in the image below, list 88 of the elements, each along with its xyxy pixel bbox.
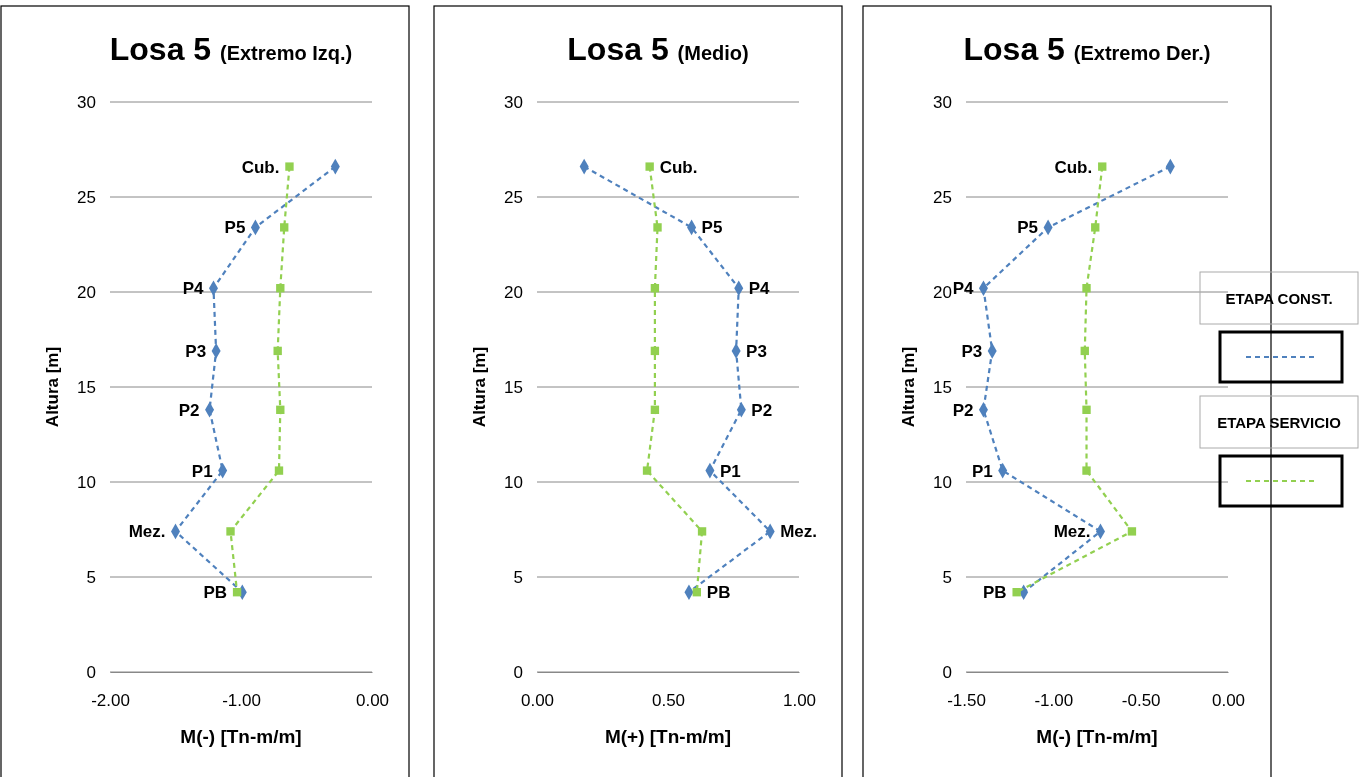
point bbox=[1127, 527, 1137, 536]
point bbox=[697, 527, 707, 536]
annotation: Cub. bbox=[659, 157, 698, 177]
y-tick-label: 30 bbox=[504, 92, 523, 112]
x-axis-title: M(-) [Tn-m/m] bbox=[1036, 726, 1158, 747]
point bbox=[1080, 346, 1089, 356]
annotation: Mez. bbox=[780, 522, 818, 542]
x-tick-label: 1.00 bbox=[782, 691, 817, 711]
x-tick-label: 0.50 bbox=[651, 691, 686, 711]
point bbox=[232, 588, 242, 597]
y-tick-label: 0 bbox=[942, 662, 952, 682]
chart-title: Losa 5 (Extremo Der.) bbox=[963, 31, 1211, 67]
chart-title: Losa 5 (Extremo Izq.) bbox=[109, 31, 353, 67]
annotation: Cub. bbox=[241, 157, 280, 177]
y-tick-label: 20 bbox=[933, 282, 952, 302]
y-tick-label: 10 bbox=[77, 472, 96, 492]
x-axis-title: M(+) [Tn-m/m] bbox=[604, 726, 732, 747]
annotation: PB bbox=[706, 583, 731, 603]
x-tick-label: -2.00 bbox=[91, 691, 130, 711]
point bbox=[276, 284, 285, 293]
point bbox=[276, 405, 285, 414]
annotation: P3 bbox=[746, 341, 767, 361]
point bbox=[650, 405, 660, 414]
y-axis-title: Altura [m] bbox=[43, 346, 62, 428]
y-tick-label: 25 bbox=[77, 187, 96, 207]
y-tick-label: 30 bbox=[77, 92, 96, 112]
y-axis-title: Altura [m] bbox=[470, 346, 489, 428]
y-tick-label: 15 bbox=[933, 377, 952, 397]
point bbox=[1082, 284, 1091, 293]
x-tick-label: -1.00 bbox=[1034, 691, 1074, 711]
annotation: PB bbox=[203, 583, 228, 603]
point bbox=[273, 346, 282, 356]
annotation: P1 bbox=[191, 461, 213, 481]
x-axis-title: M(-) [Tn-m/m] bbox=[180, 726, 302, 747]
point bbox=[1098, 162, 1107, 171]
y-tick-label: 15 bbox=[504, 377, 523, 397]
annotation: P2 bbox=[178, 400, 200, 420]
annotation: P5 bbox=[224, 218, 246, 238]
y-axis-title: Altura [m] bbox=[899, 346, 918, 428]
point bbox=[653, 223, 662, 232]
point bbox=[645, 162, 654, 171]
point bbox=[1091, 223, 1100, 232]
annotation: P3 bbox=[185, 341, 207, 361]
point bbox=[650, 284, 660, 293]
y-tick-label: 20 bbox=[77, 282, 96, 302]
annotation: P3 bbox=[961, 341, 983, 361]
annotation: P5 bbox=[1017, 218, 1039, 238]
y-tick-label: 20 bbox=[504, 282, 523, 302]
annotation: P4 bbox=[182, 279, 205, 299]
point bbox=[642, 466, 652, 475]
point bbox=[1012, 588, 1021, 597]
point bbox=[650, 346, 660, 356]
y-tick-label: 0 bbox=[513, 662, 523, 682]
point bbox=[226, 527, 235, 536]
x-tick-label: 0.00 bbox=[1211, 691, 1246, 711]
y-tick-label: 5 bbox=[513, 567, 523, 587]
annotation: Mez. bbox=[128, 522, 166, 542]
x-tick-label: 0.00 bbox=[520, 691, 555, 711]
y-tick-label: 10 bbox=[504, 472, 523, 492]
point bbox=[1082, 466, 1091, 475]
annotation: P4 bbox=[952, 279, 975, 299]
y-tick-label: 15 bbox=[77, 377, 96, 397]
point bbox=[274, 466, 284, 475]
annotation: P5 bbox=[701, 218, 723, 238]
annotation: Cub. bbox=[1054, 157, 1093, 177]
annotation: P1 bbox=[971, 461, 993, 481]
annotation: P2 bbox=[952, 400, 974, 420]
point bbox=[280, 223, 289, 232]
x-tick-label: 0.00 bbox=[355, 691, 390, 711]
x-tick-label: -0.50 bbox=[1121, 691, 1161, 711]
annotation: P1 bbox=[719, 461, 741, 481]
y-tick-label: 5 bbox=[942, 567, 952, 587]
point bbox=[285, 162, 294, 171]
annotation: P2 bbox=[751, 400, 773, 420]
annotation: P4 bbox=[748, 279, 771, 299]
annotation: PB bbox=[983, 583, 1007, 603]
x-tick-label: -1.00 bbox=[222, 691, 261, 711]
y-tick-label: 0 bbox=[86, 662, 96, 682]
y-tick-label: 25 bbox=[933, 187, 952, 207]
y-tick-label: 30 bbox=[933, 92, 952, 112]
annotation: Mez. bbox=[1053, 522, 1091, 542]
x-tick-label: -1.50 bbox=[947, 691, 986, 711]
y-tick-label: 25 bbox=[504, 187, 523, 207]
point bbox=[692, 588, 701, 597]
y-tick-label: 10 bbox=[933, 472, 952, 492]
y-tick-label: 5 bbox=[86, 567, 96, 587]
point bbox=[1082, 405, 1091, 414]
chart-title: Losa 5 (Medio) bbox=[567, 31, 749, 67]
